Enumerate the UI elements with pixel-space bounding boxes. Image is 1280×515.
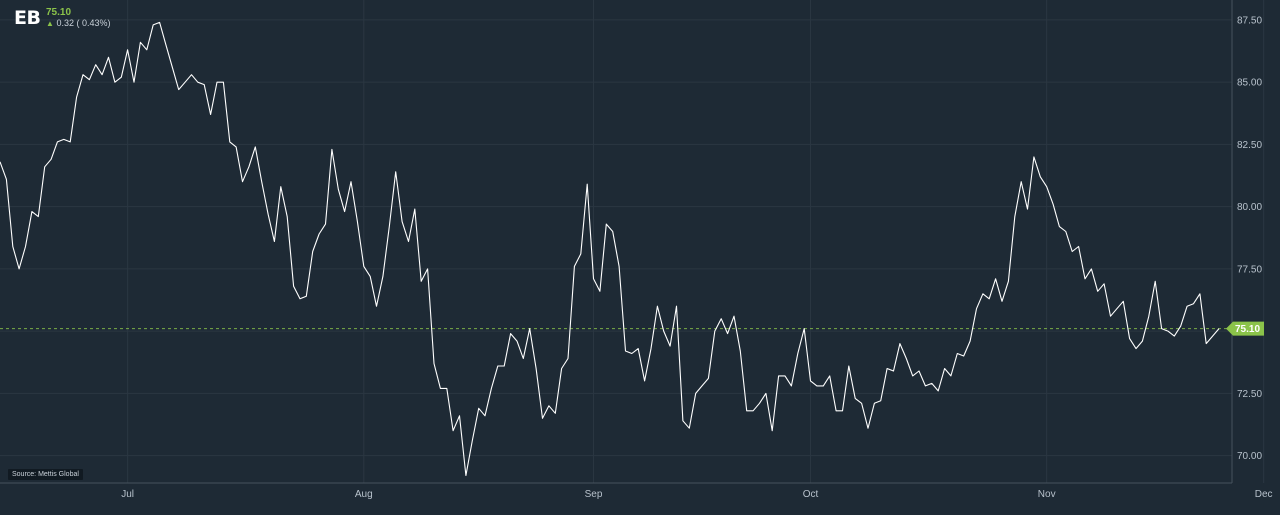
source-label: Source: Mettis Global (8, 469, 83, 480)
x-tick-label: Oct (803, 489, 819, 500)
x-axis: JulAugSepOctNovDec2025Feb (121, 489, 1273, 500)
y-tick-label: 80.00 (1237, 202, 1262, 213)
last-value-label: 75.10 (1235, 324, 1260, 335)
price-change-text: 0.32 ( 0.43%) (56, 18, 111, 28)
chart-grid (0, 0, 1265, 483)
price-summary: 75.10 ▲ 0.32 ( 0.43%) (46, 7, 110, 29)
x-tick-label: Nov (1038, 489, 1056, 500)
last-value-marker: 75.10 (1226, 321, 1264, 336)
series-line[interactable] (0, 21, 1220, 477)
up-arrow-icon: ▲ (46, 19, 54, 28)
y-tick-label: 77.50 (1237, 264, 1262, 275)
x-tick-label: Dec (1255, 489, 1273, 500)
x-tick-label: Aug (355, 489, 373, 500)
y-tick-label: 82.50 (1237, 140, 1262, 151)
ticker-symbol: EB (14, 7, 41, 29)
y-tick-label: 85.00 (1237, 78, 1262, 89)
y-tick-label: 72.50 (1237, 389, 1262, 400)
last-price: 75.10 (46, 7, 72, 18)
x-tick-label: Sep (585, 489, 603, 500)
x-tick-label: Jul (121, 489, 134, 500)
y-tick-label: 87.50 (1237, 15, 1262, 26)
y-tick-label: 70.00 (1237, 451, 1262, 462)
price-change: ▲ 0.32 ( 0.43%) (46, 18, 110, 29)
